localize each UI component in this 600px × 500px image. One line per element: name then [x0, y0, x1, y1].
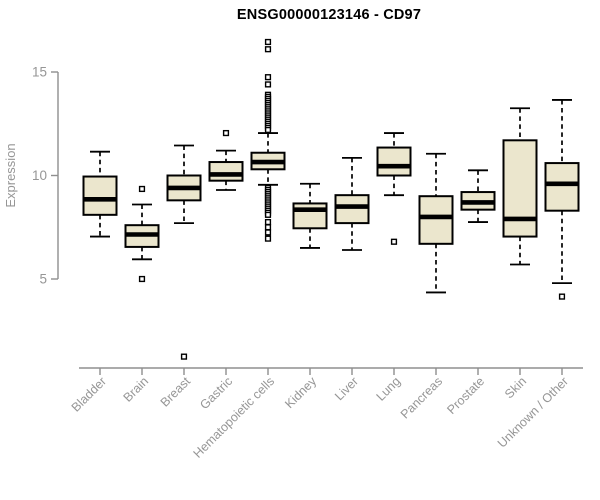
outlier-point: [138, 185, 146, 193]
x-tick-label-bladder: Bladder: [69, 374, 109, 414]
boxplot-breast: [166, 144, 202, 360]
x-tick-label-breast: Breast: [158, 374, 194, 410]
outlier-point: [180, 353, 188, 360]
x-tick-label-liver: Liver: [332, 374, 361, 403]
boxplot-gastric: [208, 129, 244, 191]
outlier-point: [264, 81, 272, 88]
outlier-point: [264, 126, 272, 134]
outlier-point: [264, 38, 272, 46]
x-tick-label-kidney: Kidney: [282, 374, 319, 411]
chart-title: ENSG00000123146 - CD97: [236, 7, 422, 23]
boxplot-lung: [376, 132, 412, 245]
y-axis: 15 10 5 Expression: [3, 65, 59, 287]
boxplot-hematopoietic-cells: [250, 38, 286, 242]
outlier-point: [264, 211, 272, 218]
boxplot-bladder: [82, 150, 118, 238]
x-tick-label-skin: Skin: [502, 374, 529, 401]
outlier-point: [264, 46, 272, 53]
boxplot-kidney: [292, 182, 328, 249]
iqr-box: [208, 161, 244, 182]
x-tick-label-pancreas: Pancreas: [398, 374, 445, 421]
iqr-box: [82, 175, 118, 216]
boxplot-prostate: [460, 169, 496, 223]
outlier-point: [390, 238, 398, 245]
y-axis-title: Expression: [3, 143, 18, 207]
outlier-point: [264, 229, 272, 236]
iqr-box: [502, 139, 538, 238]
x-tick-label-lung: Lung: [374, 374, 404, 404]
boxplot-pancreas: [418, 152, 454, 294]
x-tick-label-prostate: Prostate: [444, 374, 487, 417]
iqr-box: [544, 162, 580, 212]
y-tick-label: 5: [39, 272, 47, 287]
outlier-point: [264, 218, 272, 226]
x-tick-label-gastric: Gastric: [197, 374, 235, 412]
iqr-box: [334, 194, 370, 225]
x-tick-label-brain: Brain: [121, 374, 152, 405]
y-tick-label: 10: [32, 168, 47, 183]
outlier-point: [264, 235, 272, 242]
iqr-box: [292, 202, 328, 230]
boxplot-liver: [334, 157, 370, 251]
boxplot-unknown-other: [544, 99, 580, 300]
y-tick-label: 15: [32, 65, 47, 80]
boxplot-brain: [124, 185, 160, 283]
outlier-point: [264, 224, 272, 231]
outlier-point: [264, 74, 272, 81]
outlier-point: [222, 129, 230, 137]
x-tick-label-hematopoietic-cells: Hematopoietic cells: [191, 374, 278, 461]
boxplot-skin: [502, 107, 538, 266]
iqr-box: [376, 146, 412, 177]
outlier-point: [558, 293, 566, 300]
x-tick-label-unknown-other: Unknown / Other: [495, 374, 571, 450]
iqr-box: [418, 195, 454, 245]
outlier-point: [138, 275, 146, 283]
